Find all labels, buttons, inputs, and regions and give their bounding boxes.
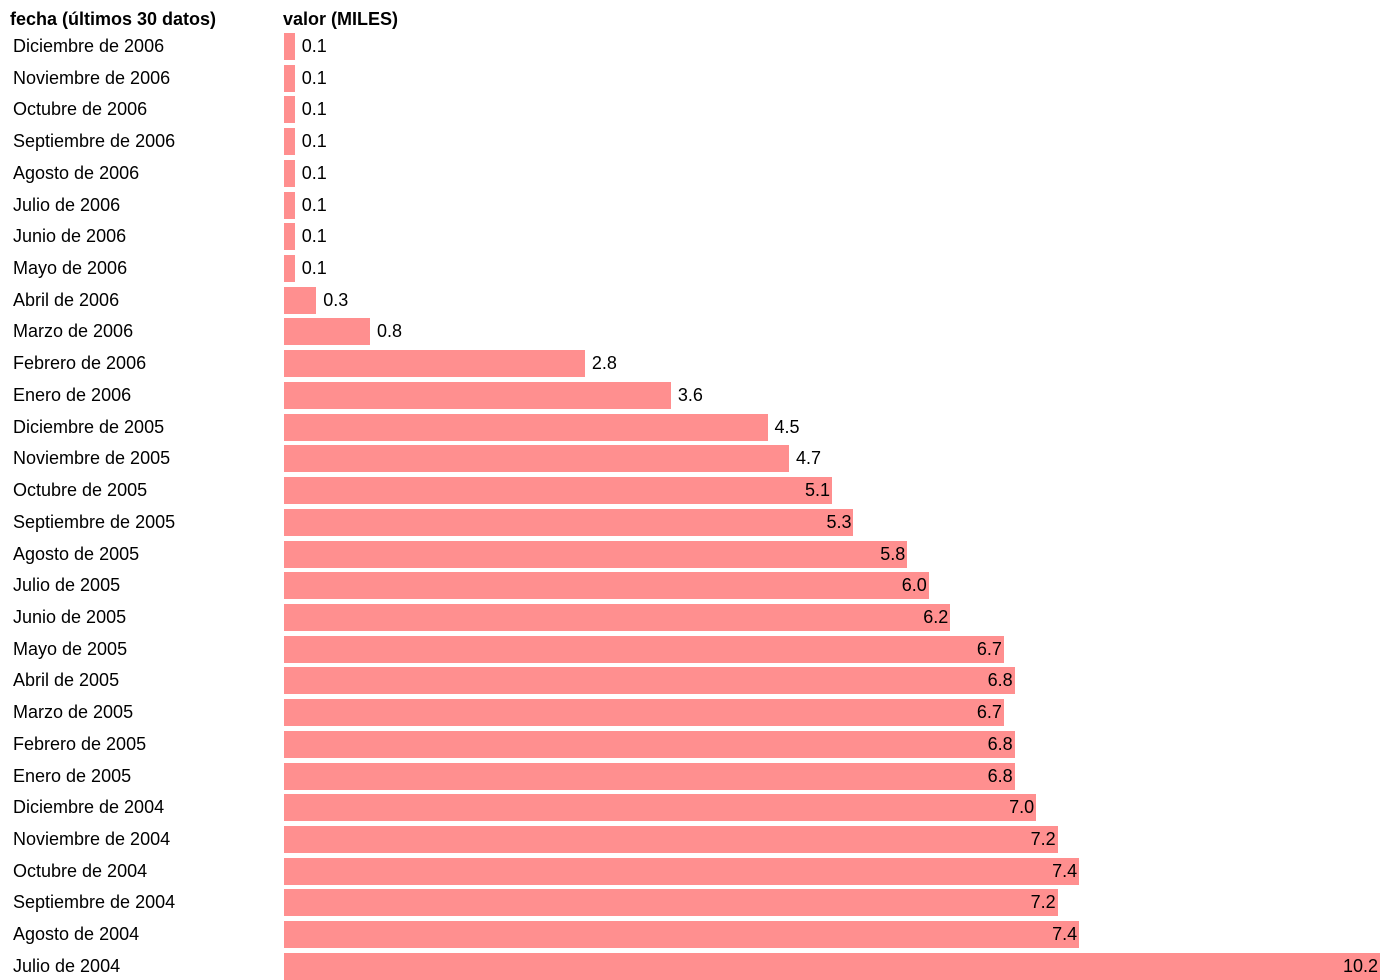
bar-value-label: 2.8 [591,353,617,374]
category-label: Septiembre de 2005 [13,511,176,532]
bar-value-label: 7.2 [1030,892,1056,913]
category-label: Enero de 2005 [13,765,132,786]
bar-value-label: 6.8 [987,765,1013,786]
bar [284,318,370,346]
bar [284,572,929,600]
bar-value-label: 0.1 [301,226,327,247]
bar-value-label: 6.8 [987,733,1013,754]
bar [284,128,295,156]
bar [284,952,1380,980]
category-label: Agosto de 2006 [13,162,140,183]
value-column-header: valor (MILES) [283,9,399,29]
bar-value-label: 5.3 [826,511,852,532]
bar-value-label: 7.0 [1009,797,1035,818]
bar-value-label: 5.8 [880,543,906,564]
category-label: Noviembre de 2004 [13,829,171,849]
category-label: Octubre de 2004 [13,860,148,881]
bar [284,286,317,314]
bar [284,64,295,92]
bar [284,826,1058,853]
category-label: Mayo de 2006 [13,258,128,279]
category-label: Septiembre de 2006 [13,131,176,152]
category-label: Octubre de 2006 [13,99,148,120]
bar [284,540,908,568]
bar [284,255,295,283]
bar [284,857,1080,885]
category-label: Noviembre de 2005 [13,448,171,469]
bar [284,889,1058,917]
category-label: Julio de 2006 [13,194,121,215]
category-label: Febrero de 2006 [13,353,147,374]
category-label: Abril de 2006 [13,289,120,310]
bar [284,96,295,124]
bar [284,445,790,473]
bar-value-label: 0.8 [376,321,402,342]
bar [284,223,295,251]
bar-value-label: 0.1 [301,36,327,56]
bar [284,508,854,536]
bar [284,33,295,60]
bar-value-label: 4.5 [774,416,800,437]
bar-value-label: 0.3 [323,289,349,310]
category-label: Marzo de 2005 [13,702,134,723]
bar-value-label: 6.7 [976,638,1002,659]
category-label: Abril de 2005 [13,670,120,691]
bar [284,699,1004,727]
bar-value-label: 0.1 [301,194,327,215]
category-label: Octubre de 2005 [13,480,148,501]
bar [284,477,832,505]
bar-value-label: 10.2 [1343,955,1379,976]
category-label: Agosto de 2005 [13,543,140,564]
bar-value-label: 0.1 [301,99,327,120]
bar-value-label: 0.1 [301,67,327,88]
category-label: Agosto de 2004 [13,924,140,945]
category-label: Febrero de 2005 [13,733,147,754]
category-label: Julio de 2004 [13,955,121,976]
bar-value-label: 7.4 [1052,924,1078,945]
bar-value-label: 5.1 [805,480,831,501]
bar [284,350,585,378]
bar [284,381,671,409]
category-label: Diciembre de 2004 [13,797,165,818]
bar-value-label: 7.4 [1052,860,1078,881]
category-label: Mayo de 2005 [13,638,128,659]
category-label: Noviembre de 2006 [13,67,171,88]
bar-value-label: 7.2 [1030,829,1056,849]
category-label: Junio de 2006 [13,226,127,247]
bar [284,603,951,631]
bar-value-label: 6.8 [987,670,1013,691]
category-label: Julio de 2005 [13,575,121,596]
category-label: Junio de 2005 [13,606,127,627]
bar [284,730,1015,758]
bar [284,921,1080,949]
bar [284,191,295,219]
bar [284,794,1037,822]
bar-value-label: 6.2 [923,606,949,627]
bar-value-label: 4.7 [796,448,822,469]
bar [284,762,1015,790]
category-label: Marzo de 2006 [13,321,134,342]
bar-value-label: 6.0 [901,575,927,596]
bar [284,635,1004,663]
category-label: Enero de 2006 [13,384,132,405]
bar-value-label: 0.1 [301,162,327,183]
bar-value-label: 0.1 [301,131,327,152]
category-label: Septiembre de 2004 [13,892,176,913]
bar [284,159,295,187]
bar-value-label: 6.7 [976,702,1002,723]
bar-value-label: 3.6 [677,384,703,405]
label-column-header: fecha (últimos 30 datos) [10,9,217,29]
bar [284,413,768,441]
bar [284,667,1015,695]
category-label: Diciembre de 2005 [13,416,165,437]
category-label: Diciembre de 2006 [13,36,165,56]
bar-value-label: 0.1 [301,258,327,279]
